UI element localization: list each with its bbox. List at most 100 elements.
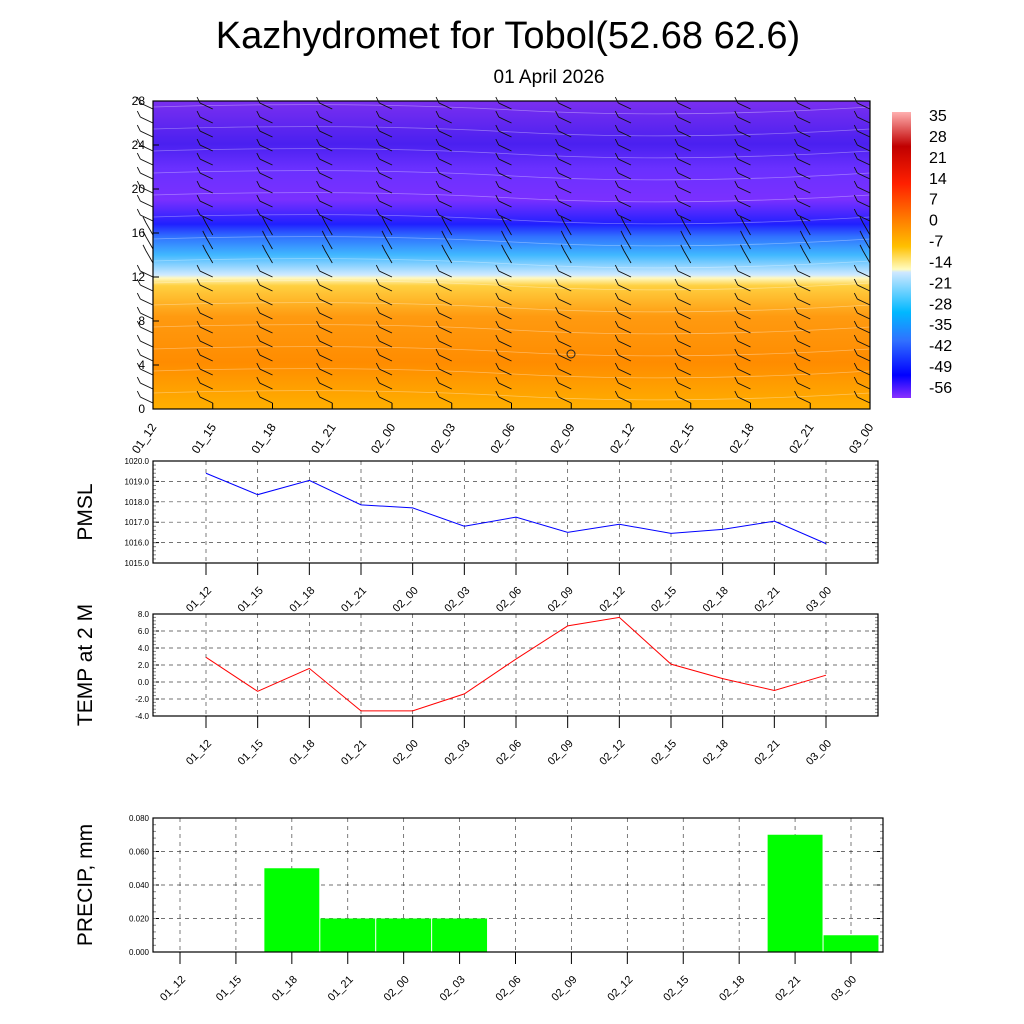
wind-barb <box>444 236 453 250</box>
wind-barb <box>857 144 871 152</box>
wind-barb <box>259 298 273 306</box>
wind-barb <box>857 130 871 138</box>
wind-barb-flag <box>555 138 559 146</box>
wind-barb <box>379 368 393 376</box>
wind-barb-flag <box>674 390 679 398</box>
y-tick-label: 0.020 <box>129 915 150 924</box>
wind-barb <box>199 298 213 306</box>
wind-barb <box>438 354 452 362</box>
wind-barb-flag <box>136 320 141 328</box>
wind-barb-flag <box>136 180 141 188</box>
wind-barb <box>558 284 572 292</box>
wind-barb-flag <box>316 376 320 384</box>
wind-barb-flag <box>853 110 858 118</box>
wind-barb-flag <box>256 166 261 174</box>
wind-barb <box>259 144 273 152</box>
wind-barb <box>140 298 154 306</box>
wind-barb <box>259 368 273 376</box>
wind-barb <box>677 130 691 138</box>
wind-barb <box>199 130 213 138</box>
contour-line <box>152 192 871 203</box>
wind-barb-flag <box>375 138 380 146</box>
wind-barb <box>737 368 751 376</box>
wind-barb <box>140 284 154 292</box>
wind-barb-flag <box>262 244 266 252</box>
wind-barb-flag <box>495 208 500 216</box>
wind-barb-flag <box>734 264 739 272</box>
wind-barb-flag <box>674 194 679 202</box>
profile-heatmap <box>153 101 870 409</box>
contour-line <box>152 368 871 379</box>
wind-barb-flag <box>142 216 147 224</box>
wind-barb-flag <box>614 264 619 272</box>
wind-barb <box>737 396 751 404</box>
wind-barb <box>140 270 154 278</box>
wind-barb-flag <box>859 230 864 238</box>
wind-barb-flag <box>136 264 141 272</box>
wind-barb <box>259 312 273 320</box>
wind-barb <box>498 312 512 320</box>
wind-barb <box>379 340 393 348</box>
wind-barb-flag <box>734 292 739 300</box>
wind-barb <box>737 312 751 320</box>
wind-barb-flag <box>620 216 625 224</box>
wind-barb <box>797 186 811 194</box>
wind-barb <box>438 284 452 292</box>
wind-barb-flag <box>256 278 261 286</box>
wind-barb <box>199 340 213 348</box>
wind-barb <box>677 144 691 152</box>
wind-barb-flag <box>256 110 261 118</box>
wind-barb <box>438 186 452 194</box>
wind-barb <box>379 158 393 166</box>
wind-barb <box>677 340 691 348</box>
wind-barb-flag <box>316 362 320 370</box>
wind-barb-flag <box>614 194 619 202</box>
wind-barb <box>498 354 512 362</box>
wind-barb <box>319 130 333 138</box>
wind-barb <box>857 158 871 166</box>
wind-barb-flag <box>495 264 500 272</box>
wind-barb <box>145 236 154 250</box>
wind-barb-flag <box>620 244 625 252</box>
wind-barb <box>140 368 154 376</box>
wind-barb-flag <box>375 348 380 356</box>
wind-barb <box>857 172 871 180</box>
wind-barb-flag <box>674 124 679 132</box>
wind-barb <box>259 172 273 180</box>
wind-barb-flag <box>794 166 798 174</box>
wind-barb-flag <box>734 362 739 370</box>
wind-barb-flag <box>435 166 440 174</box>
wind-barb-flag <box>853 124 858 132</box>
wind-barb <box>618 200 632 208</box>
colorbar-label: -56 <box>929 380 952 397</box>
wind-barb-flag <box>680 216 685 224</box>
x-tick-label: 02_03 <box>442 585 472 615</box>
wind-barb <box>140 396 154 404</box>
wind-barb-flag <box>794 376 798 384</box>
wind-barb-flag <box>435 96 440 104</box>
wind-barb-flag <box>435 306 440 314</box>
wind-barb <box>140 116 154 124</box>
wind-barb <box>618 284 632 292</box>
wind-barb <box>737 354 751 362</box>
wind-barb <box>802 250 811 264</box>
wind-barb <box>384 236 393 250</box>
y-tick-label: 0.060 <box>129 848 150 857</box>
colorbar-label: 14 <box>929 171 947 188</box>
wind-barb-flag <box>441 230 446 238</box>
chart-title: Kazhydromet for Tobol(52.68 62.6) <box>216 15 800 57</box>
wind-barb-flag <box>256 96 261 104</box>
wind-barb <box>498 368 512 376</box>
wind-barb <box>199 270 213 278</box>
y-tick-label: -4.0 <box>135 712 149 721</box>
wind-barb-flag <box>614 320 619 328</box>
y-tick-label: 0.040 <box>129 881 150 890</box>
wind-barb-flag <box>853 320 858 328</box>
wind-barb <box>797 312 811 320</box>
wind-barb <box>319 382 333 390</box>
wind-barb <box>438 116 452 124</box>
colorbar-label: -42 <box>929 338 952 355</box>
wind-barb <box>319 396 333 404</box>
wind-barb-flag <box>734 96 739 104</box>
wind-barb-flag <box>734 124 739 132</box>
